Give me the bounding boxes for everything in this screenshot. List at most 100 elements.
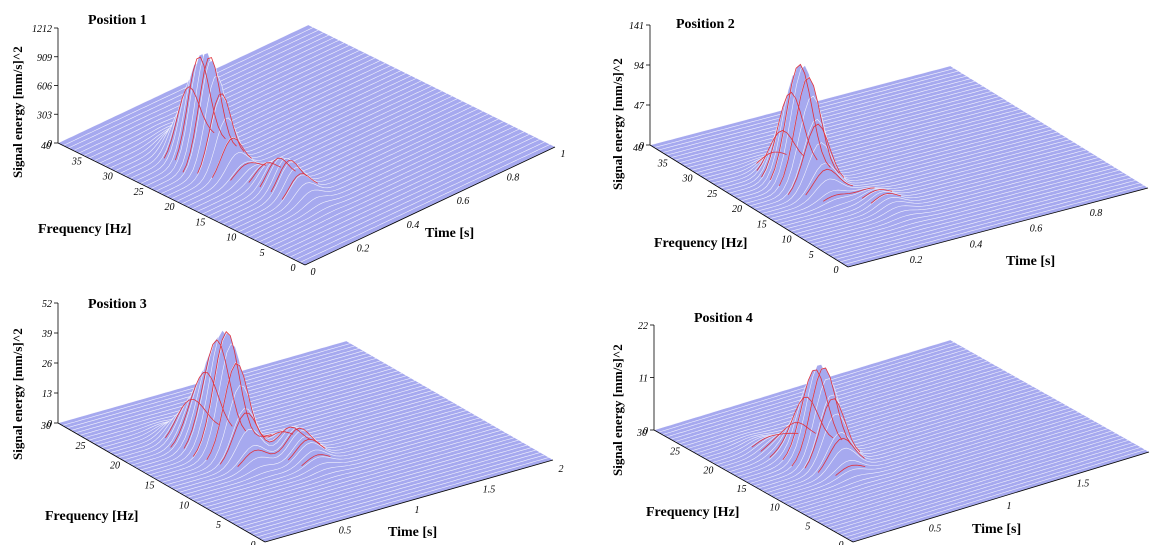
contour-line (248, 162, 282, 183)
mesh-line (691, 91, 992, 171)
x-tick-label: 0.6 (1030, 224, 1043, 235)
z-tick-label: 26 (42, 359, 52, 370)
mesh-line (753, 378, 1050, 487)
mesh-line (790, 152, 1091, 232)
contour-line (170, 371, 233, 448)
surface-strip (782, 147, 1082, 227)
mesh-line (139, 336, 428, 471)
mesh-line (237, 113, 489, 233)
frequency-axis-line (653, 429, 854, 543)
frequency-axis-line (649, 144, 849, 268)
x-axis-label: Time [s] (425, 226, 474, 241)
mesh-line (118, 375, 407, 458)
surface-strip (703, 368, 1000, 458)
panel-title: Position 4 (694, 311, 753, 326)
mesh-line (720, 377, 1017, 468)
x-axis-label: Time [s] (972, 522, 1021, 537)
mesh-line (769, 139, 1070, 219)
mesh-line (109, 50, 360, 169)
contour-line (805, 168, 854, 196)
mesh-line (716, 374, 1013, 466)
mesh-line (227, 108, 478, 228)
mesh-line (674, 81, 975, 161)
mesh-line (181, 85, 432, 205)
surface-strip (802, 160, 1103, 239)
mesh-line (819, 433, 1116, 524)
z-tick-label: 13 (42, 389, 52, 400)
mesh-line (748, 95, 1050, 207)
mesh-line (724, 379, 1021, 470)
mesh-line (109, 370, 398, 453)
mesh-line (794, 154, 1095, 235)
mesh-line (195, 420, 485, 503)
y-tick-label: 35 (657, 158, 668, 169)
y-axis-label: Frequency [Hz] (646, 505, 739, 520)
y-tick-label: 15 (757, 219, 767, 230)
y-tick-label: 5 (809, 250, 814, 261)
z-tick-label: 606 (37, 82, 52, 93)
mesh-line (263, 126, 514, 245)
mesh-line (741, 368, 1038, 480)
y-tick-label: 20 (732, 204, 742, 215)
mesh-line (200, 422, 489, 506)
contour-line (281, 173, 318, 200)
mesh-line (114, 372, 403, 456)
mesh-line (207, 98, 458, 217)
mesh-line (294, 141, 545, 261)
z-tick-label: 141 (629, 21, 644, 32)
mesh-line (844, 447, 1141, 538)
x-tick-label: 0.2 (357, 243, 370, 254)
mesh-line (811, 428, 1108, 519)
panel-title: Position 2 (676, 17, 735, 32)
contour-line (770, 63, 831, 180)
mesh-line (260, 457, 549, 540)
x-tick-label: 0.4 (970, 239, 983, 250)
mesh-line (299, 144, 551, 263)
surface-strip (782, 412, 1079, 503)
z-axis-label: Signal energy [mm/s]^2 (10, 46, 25, 178)
y-tick-label: 30 (102, 172, 113, 183)
contour-line (182, 57, 237, 173)
mesh-line (289, 139, 540, 258)
mesh-line (828, 437, 1125, 529)
mesh-line (715, 106, 1017, 186)
z-axis-label: Signal energy [mm/s]^2 (610, 58, 625, 190)
surface-plot: 00.20.40.60.8105101520253035400303606909… (32, 24, 566, 278)
mesh-line (761, 400, 1058, 491)
mesh-line (753, 118, 1054, 209)
mesh-line (165, 78, 417, 197)
mesh-line (831, 177, 1132, 258)
mesh-line (728, 86, 1029, 194)
x-tick-label: 0.6 (457, 196, 470, 207)
y-tick-label: 30 (636, 428, 647, 439)
contour-line (211, 137, 252, 178)
y-tick-label: 30 (40, 421, 51, 432)
mesh-line (217, 432, 506, 515)
chart-panel-2: Position 2 Signal energy [mm/s]^2 Freque… (610, 17, 1149, 276)
y-tick-label: 10 (782, 235, 792, 246)
contour-line (259, 157, 296, 188)
mesh-line (819, 169, 1120, 250)
y-tick-label: 40 (41, 141, 51, 152)
surface-strip (258, 124, 509, 243)
y-tick-label: 5 (260, 248, 265, 259)
mesh-line (724, 105, 1025, 191)
mesh-line (243, 116, 494, 235)
y-tick-label: 15 (195, 217, 205, 228)
surface-plot: 0.20.40.60.81051015202530354004794141 (629, 21, 1149, 276)
mesh-line (243, 447, 532, 530)
contour-line (287, 438, 326, 461)
mesh-line (695, 363, 992, 454)
contour-line (870, 192, 902, 204)
y-tick-label: 25 (76, 441, 86, 452)
contour-line (778, 76, 840, 187)
contour-line (782, 369, 843, 461)
y-tick-label: 0 (834, 265, 839, 276)
mesh-line (178, 410, 467, 493)
mesh-line (160, 75, 412, 195)
frequency-axis-line (57, 142, 306, 266)
contour-line (769, 396, 834, 458)
mesh-line (279, 134, 530, 253)
z-tick-label: 94 (634, 61, 644, 72)
surface-strip (786, 149, 1087, 229)
